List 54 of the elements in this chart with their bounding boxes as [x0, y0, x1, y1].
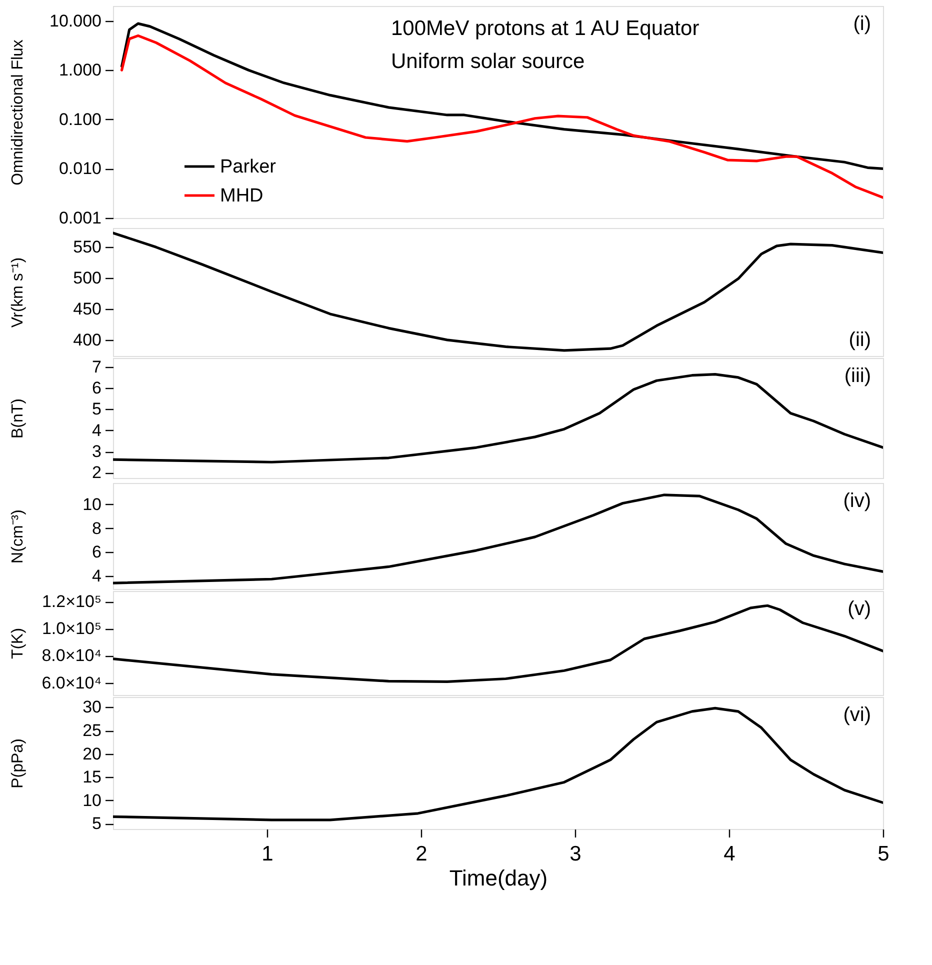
y-axis-title: B(nT)	[10, 398, 26, 438]
y-axis-title: Vr(km s⁻¹)	[10, 257, 26, 328]
line-series	[113, 706, 883, 822]
y-tick-label: 8.0×10⁴	[42, 646, 102, 666]
y-tick-label: 15	[82, 768, 102, 787]
annotation: (ii)	[848, 329, 871, 351]
y-tick-label: 0.010	[58, 159, 102, 178]
x-tick-label: 4	[724, 842, 736, 866]
y-axis-title: N(cm⁻³)	[10, 510, 26, 564]
y-tick-label: 10.000	[50, 11, 102, 30]
x-tick-label: 2	[416, 842, 428, 866]
y-tick-label: 1.000	[58, 60, 102, 80]
y-tick-label: 450	[73, 300, 102, 319]
line-series	[113, 232, 883, 352]
y-tick-label: 8	[92, 518, 102, 538]
y-tick-label: 10	[82, 494, 102, 514]
x-tick-label: 3	[570, 842, 582, 866]
y-tick-label: 0.001	[58, 208, 102, 228]
annotation: (iii)	[844, 365, 871, 387]
y-tick-label: 7	[92, 357, 102, 376]
y-tick-label: 6	[92, 542, 102, 562]
y-axis-title: Omnidirectional Flux	[10, 40, 26, 186]
annotation: (vi)	[843, 704, 871, 726]
y-tick-label: 0.100	[58, 110, 102, 129]
annotation: (v)	[848, 598, 871, 620]
y-tick-label: 4	[92, 566, 102, 586]
y-tick-label: 400	[73, 330, 102, 350]
x-tick-label: 1	[262, 842, 274, 866]
y-tick-label: 6.0×10⁴	[42, 673, 102, 692]
annotation: (iv)	[843, 490, 871, 512]
y-tick-label: 6	[92, 378, 102, 398]
y-tick-label: 5	[92, 400, 102, 419]
y-tick-label: 550	[73, 238, 102, 257]
annotation: Uniform solar source	[391, 50, 585, 73]
y-tick-label: 1.0×10⁵	[42, 619, 102, 638]
y-tick-label: 2	[92, 463, 102, 482]
annotation: (i)	[853, 13, 871, 35]
y-axis-title: T(K)	[10, 628, 26, 660]
legend-label: Parker	[220, 156, 277, 178]
y-tick-label: 10	[82, 790, 102, 810]
y-tick-label: 4	[92, 420, 102, 440]
line-series	[113, 494, 883, 584]
x-tick-label: 5	[878, 842, 890, 866]
y-tick-label: 3	[92, 442, 102, 462]
y-tick-label: 500	[73, 268, 102, 288]
x-axis-title: Time(day)	[449, 866, 548, 890]
y-tick-label: 25	[82, 721, 102, 740]
y-tick-label: 5	[92, 814, 102, 834]
y-axis-title: P(pPa)	[10, 738, 26, 788]
y-tick-label: 20	[82, 744, 102, 764]
y-tick-label: 1.2×10⁵	[42, 592, 102, 612]
y-tick-label: 30	[82, 698, 102, 717]
annotation: 100MeV protons at 1 AU Equator	[391, 17, 700, 40]
legend-label: MHD	[220, 186, 264, 206]
